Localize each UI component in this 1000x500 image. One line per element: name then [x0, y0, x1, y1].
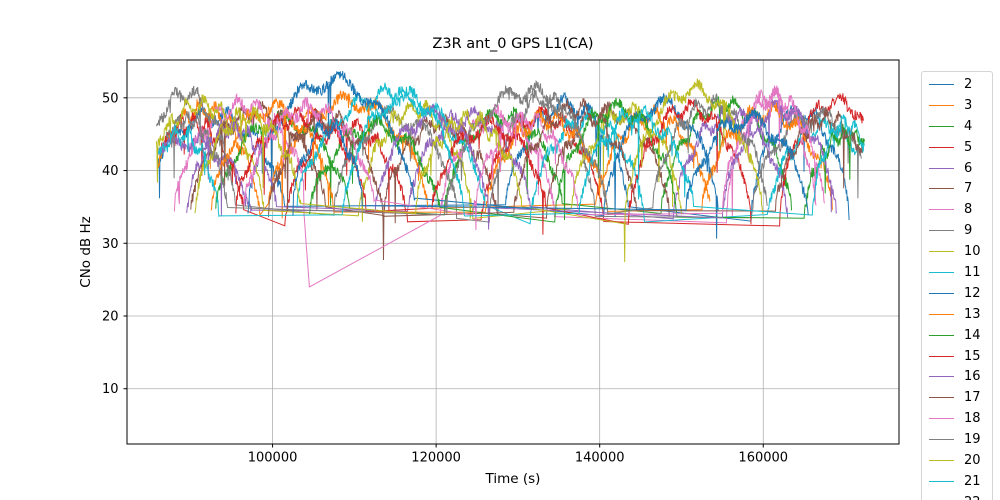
legend-line-swatch	[929, 459, 954, 461]
legend-item: 16	[922, 366, 992, 387]
legend-item: 3	[922, 95, 992, 116]
legend-label: 8	[964, 202, 973, 218]
series-line-14	[308, 97, 865, 223]
legend-label: 13	[964, 306, 981, 322]
legend-item: 13	[922, 304, 992, 325]
x-tick-label: 140000	[575, 451, 625, 466]
legend-item: 21	[922, 471, 992, 492]
series-line-22	[292, 108, 809, 216]
legend-label: 18	[964, 411, 981, 427]
legend-item: 22	[922, 492, 992, 500]
legend-item: 20	[922, 450, 992, 471]
legend-item: 6	[922, 158, 992, 179]
axes-frame	[126, 59, 900, 445]
legend-line-swatch	[929, 188, 954, 190]
legend-item: 5	[922, 137, 992, 158]
series-line-16	[186, 99, 838, 230]
series-line-8	[173, 87, 817, 288]
legend-line-swatch	[929, 271, 954, 273]
legend-item: 12	[922, 283, 992, 304]
legend-item: 17	[922, 387, 992, 408]
series-line-12	[247, 70, 719, 239]
legend-line-swatch	[929, 355, 954, 357]
series-group	[155, 70, 865, 288]
legend-line-swatch	[929, 480, 954, 482]
legend-line-swatch	[929, 334, 954, 336]
legend-label: 7	[964, 181, 973, 197]
series-line-21	[157, 86, 865, 218]
legend-line-swatch	[929, 439, 954, 441]
legend-line-swatch	[929, 146, 954, 148]
series-line-3	[156, 90, 711, 219]
legend-label: 22	[964, 495, 981, 500]
y-tick-label: 50	[102, 91, 119, 106]
legend-label: 9	[964, 223, 973, 239]
legend-line-swatch	[929, 83, 954, 85]
legend-line-swatch	[929, 230, 954, 232]
legend-line-swatch	[929, 313, 954, 315]
legend-item: 7	[922, 178, 992, 199]
legend-item: 9	[922, 220, 992, 241]
legend-label: 6	[964, 160, 973, 176]
legend-label: 16	[964, 369, 981, 385]
x-axis-label: Time (s)	[485, 471, 541, 487]
legend-item: 4	[922, 116, 992, 137]
legend-item: 11	[922, 262, 992, 283]
legend-label: 21	[964, 473, 981, 489]
legend-label: 2	[964, 76, 973, 92]
y-tick-label: 10	[102, 382, 119, 397]
legend-label: 4	[964, 118, 973, 134]
legend-label: 20	[964, 452, 981, 468]
x-tick-label: 100000	[248, 451, 298, 466]
legend-line-swatch	[929, 209, 954, 211]
legend-label: 15	[964, 348, 981, 364]
legend-item: 14	[922, 325, 992, 346]
legend-line-swatch	[929, 418, 954, 420]
y-tick-label: 20	[102, 310, 119, 325]
legend-line-swatch	[929, 292, 954, 294]
legend-label: 19	[964, 432, 981, 448]
legend-item: 18	[922, 408, 992, 429]
legend-line-swatch	[929, 397, 954, 399]
series-line-20	[194, 78, 764, 263]
legend-item: 2	[922, 74, 992, 95]
legend-line-swatch	[929, 125, 954, 127]
legend-label: 12	[964, 285, 981, 301]
legend-label: 3	[964, 97, 973, 113]
legend-item: 8	[922, 199, 992, 220]
legend-line-swatch	[929, 167, 954, 169]
x-tick-label: 120000	[411, 451, 461, 466]
y-tick-label: 30	[102, 237, 119, 252]
series-line-18	[243, 85, 825, 231]
chart-title: Z3R ant_0 GPS L1(CA)	[432, 36, 594, 52]
series-line-19	[165, 80, 768, 216]
legend-line-swatch	[929, 376, 954, 378]
legend-label: 5	[964, 139, 973, 155]
legend-item: 10	[922, 241, 992, 262]
legend-label: 11	[964, 264, 981, 280]
legend-label: 10	[964, 244, 981, 260]
legend-item: 19	[922, 429, 992, 450]
legend: 2 3 4 5 6 7 8 9 10 11 12 13 14 15 16 17 18 19 20 21 22	[921, 71, 993, 500]
legend-line-swatch	[929, 104, 954, 106]
legend-label: 17	[964, 390, 981, 406]
legend-item: 15	[922, 346, 992, 367]
y-tick-label: 40	[102, 164, 119, 179]
x-tick-label: 160000	[738, 451, 788, 466]
legend-label: 14	[964, 327, 981, 343]
legend-line-swatch	[929, 251, 954, 253]
